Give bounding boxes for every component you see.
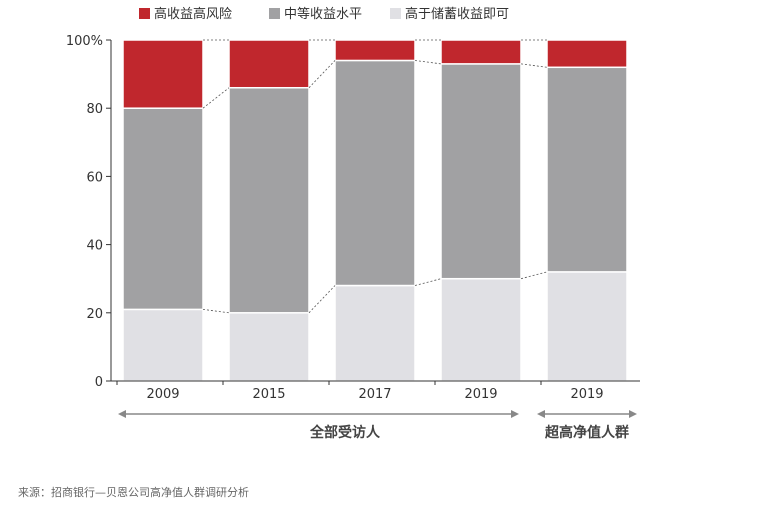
connector-4-1 bbox=[520, 271, 548, 280]
group-label-1: 全部受访人 bbox=[309, 424, 381, 441]
bar-segment-2-3 bbox=[228, 312, 310, 382]
legend-swatch-3 bbox=[390, 8, 401, 19]
bar-segment-1-2 bbox=[122, 107, 204, 311]
connector-1-2 bbox=[202, 87, 230, 109]
bar-segment-1-3 bbox=[122, 308, 204, 382]
connector-3-1 bbox=[414, 278, 442, 286]
group-arrowhead-left-2 bbox=[537, 410, 545, 418]
x-tick-label-3: 2017 bbox=[358, 387, 391, 402]
y-tick-label-3: 40 bbox=[86, 239, 103, 254]
bar-segment-3-2 bbox=[334, 59, 416, 287]
x-tick-label-2: 2015 bbox=[252, 387, 285, 402]
group-label-2: 超高净值人群 bbox=[544, 424, 629, 441]
y-tick-label-2: 20 bbox=[86, 307, 103, 322]
y-tick-label-4: 60 bbox=[86, 170, 103, 185]
group-arrowhead-right-1 bbox=[511, 410, 519, 418]
bar-segment-4-3 bbox=[440, 277, 522, 382]
legend-swatch-1 bbox=[139, 8, 150, 19]
connector-1-1 bbox=[202, 308, 230, 314]
bar-segment-5-1 bbox=[546, 39, 628, 69]
bar-segment-2-1 bbox=[228, 39, 310, 89]
bar-segment-2-2 bbox=[228, 86, 310, 314]
x-tick-label-5: 2019 bbox=[570, 387, 603, 402]
connector-3-2 bbox=[414, 60, 442, 65]
legend-swatch-2 bbox=[269, 8, 280, 19]
legend-label-2: 中等收益水平 bbox=[284, 6, 362, 22]
bar-segment-5-3 bbox=[546, 271, 628, 382]
x-tick-label-1: 2009 bbox=[146, 387, 179, 402]
source-note: 来源：招商银行—贝恩公司高净值人群调研分析 bbox=[18, 486, 249, 499]
group-arrowhead-left-1 bbox=[118, 410, 126, 418]
connector-2-1 bbox=[308, 285, 336, 314]
bar-segment-4-2 bbox=[440, 63, 522, 280]
bar-segment-3-1 bbox=[334, 39, 416, 62]
bar-segment-5-2 bbox=[546, 66, 628, 273]
legend-label-3: 高于储蓄收益即可 bbox=[405, 6, 509, 22]
legend-label-1: 高收益高风险 bbox=[154, 6, 232, 22]
connector-2-2 bbox=[308, 60, 336, 89]
y-tick-label-1: 0 bbox=[95, 375, 103, 390]
bar-segment-4-1 bbox=[440, 39, 522, 65]
connector-4-2 bbox=[520, 63, 548, 68]
group-arrowhead-right-2 bbox=[629, 410, 637, 418]
y-tick-label-5: 80 bbox=[86, 102, 103, 117]
bar-segment-1-1 bbox=[122, 39, 204, 109]
x-tick-label-4: 2019 bbox=[464, 387, 497, 402]
bar-segment-3-3 bbox=[334, 284, 416, 382]
y-tick-label-6: 100% bbox=[66, 34, 103, 49]
